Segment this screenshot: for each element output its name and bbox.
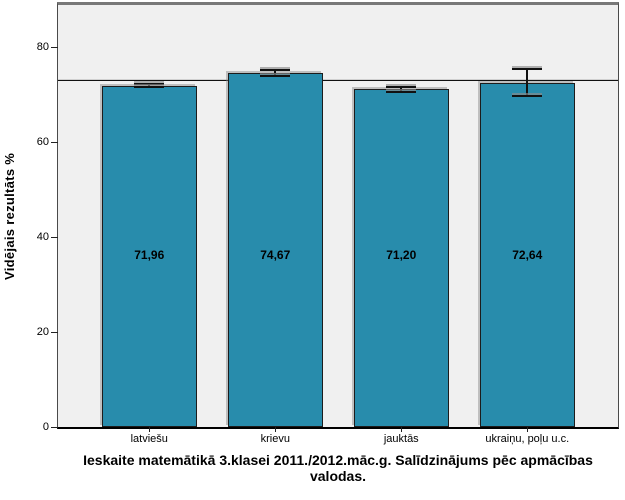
bar: 71,96 <box>101 85 197 427</box>
bar: 74,67 <box>227 72 323 427</box>
error-bar-cap-top <box>134 83 165 86</box>
error-bar-cap-bottom <box>134 86 165 89</box>
y-axis-tick <box>51 426 58 428</box>
chart-title-line2: valodas. <box>309 468 367 484</box>
chart-title-line1: Ieskaite matemātikā 3.klasei 2011./2012.… <box>83 452 593 468</box>
error-bar-line <box>400 85 403 94</box>
category-label: latviešu <box>130 433 168 445</box>
error-bar-line <box>526 67 529 98</box>
error-bar-cap-bottom <box>260 74 291 77</box>
plot-area: 71,96 74,67 71,20 72,64 <box>57 2 619 429</box>
y-tick-label: 20 <box>36 325 49 338</box>
error-bar-cap-top <box>260 69 291 72</box>
reference-line <box>58 80 618 82</box>
error-bar-cap-top <box>512 67 543 70</box>
x-axis-tick <box>275 427 277 432</box>
y-axis-tick <box>51 331 58 333</box>
bar-value-label: 71,96 <box>134 248 165 262</box>
y-axis-tick <box>51 142 58 143</box>
error-bar-cap-bottom <box>386 91 417 94</box>
category-label: krievu <box>260 433 290 445</box>
bar: 71,20 <box>353 89 449 427</box>
bar-value-label: 74,67 <box>260 248 291 262</box>
error-bar-cap-top <box>386 85 417 88</box>
y-axis-tick <box>51 236 58 238</box>
y-tick-label: 40 <box>36 230 49 243</box>
y-axis-tick <box>51 47 58 49</box>
y-tick-label: 80 <box>36 41 49 54</box>
category-label: jauktās <box>383 433 419 445</box>
error-bar-cap-bottom <box>512 95 543 98</box>
x-axis-tick <box>527 427 529 432</box>
y-tick-label: 60 <box>36 136 49 148</box>
bar-value-label: 71,20 <box>386 248 417 262</box>
bar: 72,64 <box>479 82 575 427</box>
chart-title: Ieskaite matemātikā 3.klasei 2011./2012.… <box>58 452 618 484</box>
bar-value-label: 72,64 <box>512 248 543 262</box>
error-bar-line <box>148 83 151 89</box>
category-label: ukraiņu, poļu u.c. <box>485 433 570 445</box>
error-bar-line <box>274 69 277 77</box>
x-axis-tick <box>149 427 151 432</box>
y-axis-title: Vidējais rezultāts % <box>2 152 17 280</box>
y-tick-label: 0 <box>42 420 49 433</box>
x-axis-tick <box>401 427 403 432</box>
